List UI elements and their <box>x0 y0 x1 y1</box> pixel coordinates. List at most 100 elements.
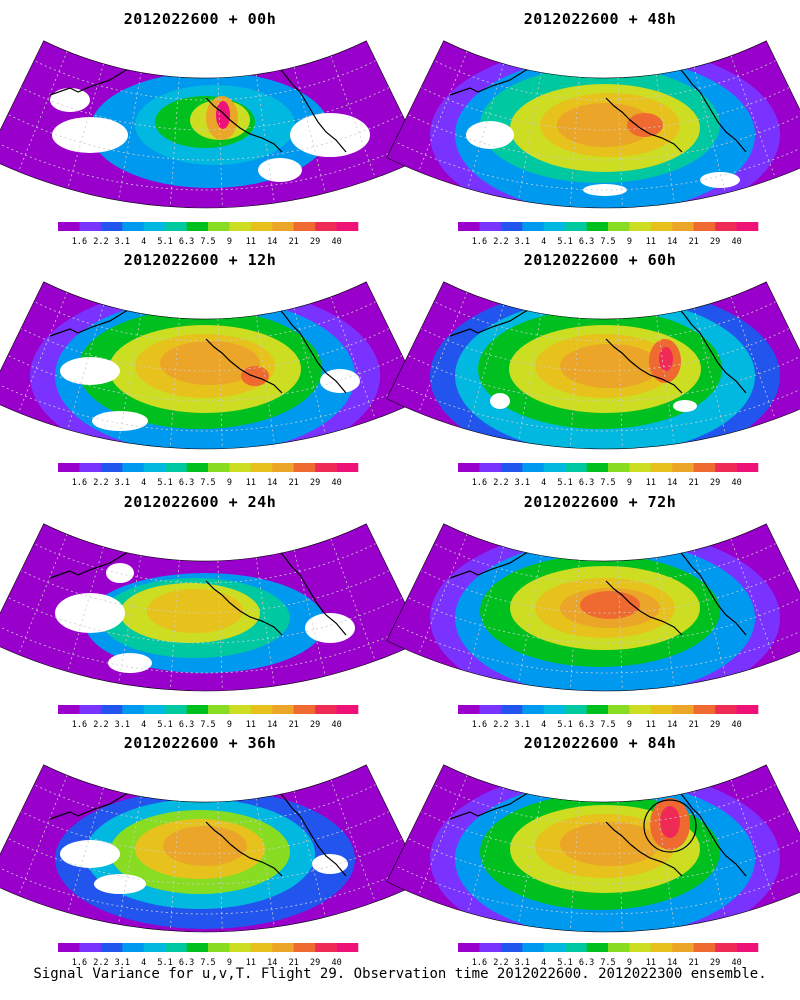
colorbar-swatch <box>122 943 145 952</box>
colorbar-swatch <box>100 222 123 231</box>
colorbar-swatch <box>608 222 630 231</box>
variance-map-24h <box>0 523 424 692</box>
longitude-line <box>730 296 776 420</box>
colorbar-swatch <box>208 463 230 472</box>
colorbar-swatch <box>293 705 316 714</box>
colorbar-tick-label: 5.1 <box>557 237 572 247</box>
colorbar-swatch <box>650 943 673 952</box>
colorbar-swatch <box>250 222 273 231</box>
colorbar-swatch <box>165 463 187 472</box>
colorbar-swatch <box>208 705 230 714</box>
panel-title-72h: 2012022600 + 72h <box>523 493 677 511</box>
colorbar-tick-label: 5.1 <box>557 958 572 968</box>
variance-contour-fill <box>627 113 663 137</box>
colorbar-tick-label: 11 <box>246 958 256 968</box>
colorbar-swatch <box>165 705 187 714</box>
longitude-line <box>655 315 675 445</box>
colorbar-swatch <box>458 222 480 231</box>
longitude-line <box>118 555 142 684</box>
colorbar-swatch <box>186 463 209 472</box>
latitude-line <box>433 60 777 101</box>
colorbar-tick-label: 2.2 <box>493 720 508 730</box>
map-boundary <box>0 281 424 450</box>
colorbar-swatch <box>479 943 502 952</box>
latitude-line <box>20 811 390 855</box>
variance-contour-fill <box>560 344 660 388</box>
colorbar-swatch <box>586 222 609 231</box>
colorbar-swatch <box>500 705 523 714</box>
colorbar-tick-label: 2.2 <box>93 478 108 488</box>
below-threshold-area <box>52 117 128 153</box>
longitude-line <box>293 307 326 435</box>
colorbar-tick-label: 21 <box>289 478 299 488</box>
colorbar-swatch <box>186 705 209 714</box>
latitude-line <box>394 624 800 674</box>
colorbar-swatch <box>336 463 359 472</box>
colorbar-swatch <box>522 222 545 231</box>
colorbar-tick-label: 29 <box>310 237 320 247</box>
colorbar-tick-label: 29 <box>710 237 720 247</box>
map-boundary <box>0 523 424 692</box>
colorbar-swatch <box>693 463 716 472</box>
colorbar-tick-label: 2.2 <box>93 237 108 247</box>
variance-contour-fill <box>216 101 230 129</box>
colorbar-tick-label: 40 <box>731 478 741 488</box>
colorbar-tick-label: 11 <box>646 720 656 730</box>
colorbar-swatch <box>122 222 145 231</box>
colorbar-tick-label: 14 <box>267 237 277 247</box>
longitude-line <box>617 560 623 691</box>
colorbar-tick-label: 40 <box>331 958 341 968</box>
colorbar-tick-label: 21 <box>289 958 299 968</box>
colorbar-tick-label: 9 <box>227 478 232 488</box>
longitude-line <box>569 801 580 931</box>
colorbar-tick-label: 9 <box>227 958 232 968</box>
colorbar-tick-label: 3.1 <box>515 478 530 488</box>
longitude-line <box>255 315 275 445</box>
latitude-line <box>394 865 800 915</box>
longitude-line <box>330 779 376 903</box>
variance-contour-fill <box>580 591 640 619</box>
colorbar-tick-label: 1.6 <box>472 478 487 488</box>
colorbar-swatch <box>122 705 145 714</box>
panel-title-36h: 2012022600 + 36h <box>123 734 277 752</box>
colorbar-tick-label: 3.1 <box>515 237 530 247</box>
colorbar-swatch <box>186 943 209 952</box>
colorbar-swatch <box>650 222 673 231</box>
colorbar-swatch <box>479 705 502 714</box>
colorbar-swatch <box>565 463 587 472</box>
variance-map-60h <box>386 281 800 450</box>
colorbar-swatch <box>543 463 566 472</box>
variance-map-12h <box>0 281 424 450</box>
colorbar-swatch <box>715 943 737 952</box>
colorbar-tick-label: 29 <box>710 720 720 730</box>
colorbar-tick-label: 5.1 <box>157 720 172 730</box>
colorbar-swatch <box>165 222 187 231</box>
colorbar-swatch <box>186 222 209 231</box>
colorbar-tick-label: 6.3 <box>179 958 194 968</box>
latitude-line <box>7 838 403 885</box>
latitude-line <box>33 784 377 825</box>
colorbar-swatch <box>315 705 337 714</box>
colorbar-tick-label: 2.2 <box>93 720 108 730</box>
latitude-line <box>420 87 790 131</box>
colorbar-tick-label: 2.2 <box>93 958 108 968</box>
colorbar-tick-label: 9 <box>627 958 632 968</box>
colorbar-tick-label: 7.5 <box>600 478 615 488</box>
colorbar-tick-label: 7.5 <box>600 720 615 730</box>
longitude-line <box>330 538 376 662</box>
coastline <box>205 338 283 394</box>
colorbar-swatch <box>543 705 566 714</box>
latitude-line <box>0 865 416 915</box>
colorbar-tick-label: 3.1 <box>115 958 130 968</box>
colorbar-tick-label: 4 <box>141 237 146 247</box>
latitude-line <box>20 570 390 614</box>
longitude-line <box>655 798 675 928</box>
colorbar-swatch <box>250 943 273 952</box>
colorbar-tick-label: 4 <box>541 958 546 968</box>
colorbar-swatch <box>693 222 716 231</box>
colorbar-tick-label: 21 <box>689 958 699 968</box>
figure-caption: Signal Variance for u,v,T. Flight 29. Ob… <box>33 966 767 982</box>
colorbar-tick-label: 14 <box>267 478 277 488</box>
colorbar-tick-label: 5.1 <box>157 958 172 968</box>
colorbar-swatch <box>736 705 759 714</box>
